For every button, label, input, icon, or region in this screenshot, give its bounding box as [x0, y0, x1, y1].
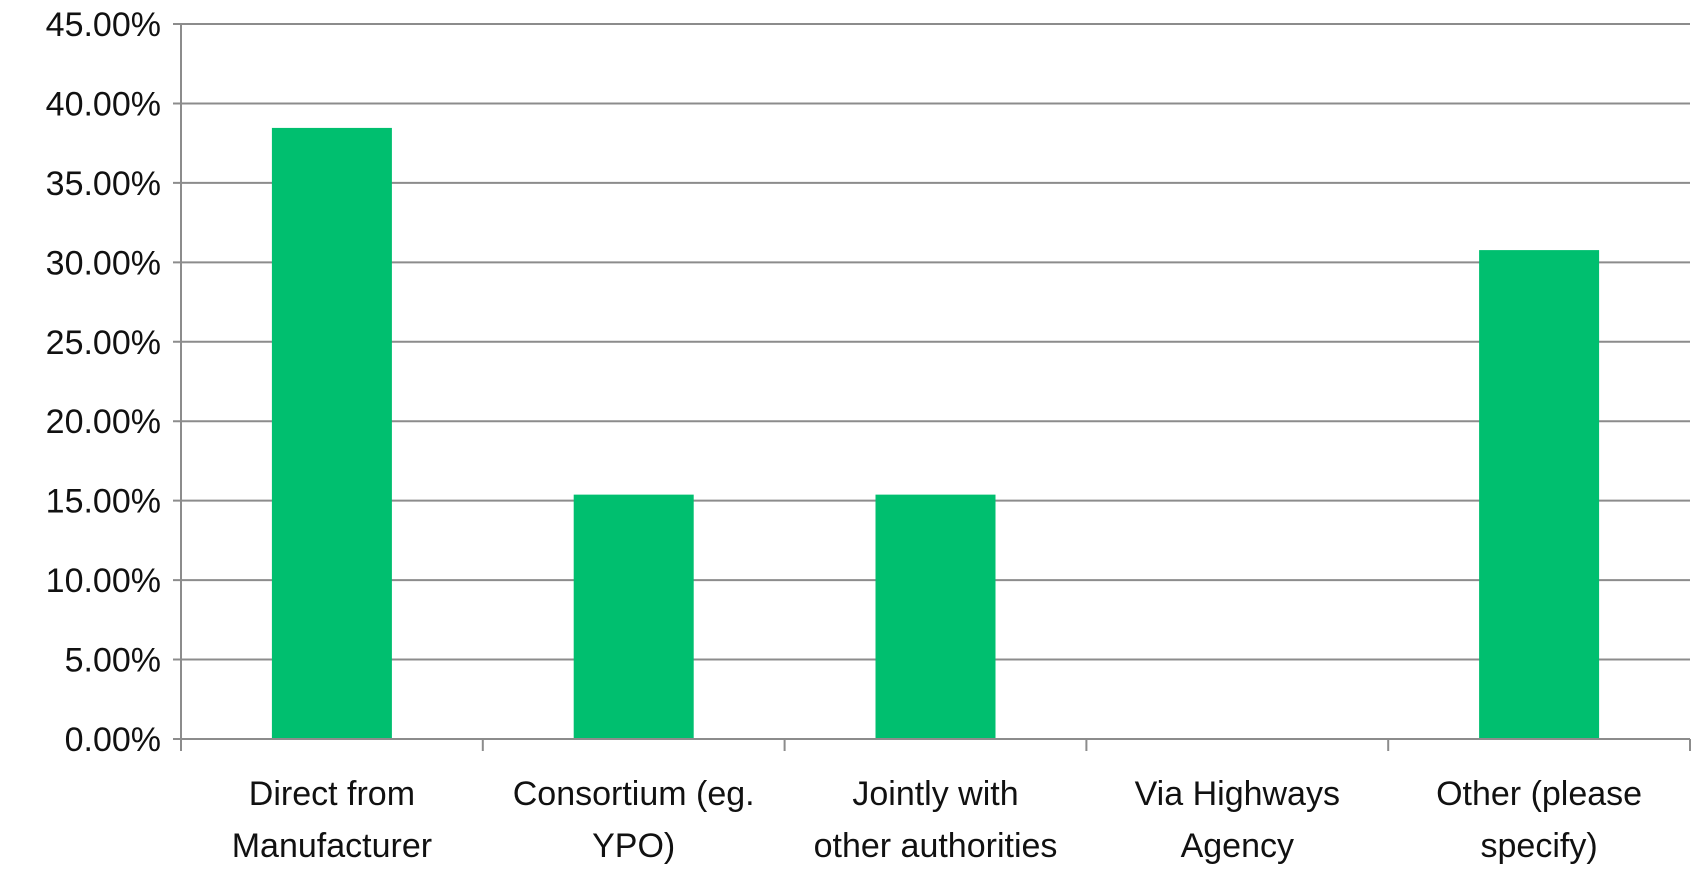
bar	[573, 494, 694, 739]
y-tick-label: 0.00%	[65, 721, 161, 759]
x-tick-label: Via Highways	[1135, 775, 1340, 813]
x-tick-label: other authorities	[814, 827, 1058, 865]
y-tick-label: 45.00%	[46, 6, 161, 44]
y-tick-label: 40.00%	[46, 85, 161, 123]
tick-labels: 0.00% 5.00% 10.00% 15.00% 20.00% 25.00% 30.00%…	[46, 6, 1642, 865]
gridlines	[173, 23, 1690, 740]
x-tick-label: Manufacturer	[232, 827, 432, 865]
y-tick-label: 15.00%	[46, 483, 161, 521]
y-tick-label: 35.00%	[46, 165, 161, 203]
bars	[271, 127, 1600, 740]
x-tick-label: Jointly with	[852, 775, 1018, 813]
bar	[1479, 250, 1600, 740]
x-tick-label: YPO)	[592, 827, 675, 865]
y-tick-label: 25.00%	[46, 324, 161, 362]
bar	[271, 127, 392, 739]
x-tick-label: Other (please	[1436, 775, 1642, 813]
y-tick-label: 10.00%	[46, 562, 161, 600]
x-tick-label: Direct from	[249, 775, 415, 813]
x-tick-label: specify)	[1481, 827, 1598, 865]
y-tick-label: 30.00%	[46, 244, 161, 282]
bar	[875, 494, 996, 739]
axes	[180, 24, 1691, 751]
y-tick-label: 20.00%	[46, 403, 161, 441]
x-tick-label: Consortium (eg.	[513, 775, 755, 813]
x-tick-label: Agency	[1181, 827, 1294, 865]
y-tick-label: 5.00%	[65, 642, 161, 680]
